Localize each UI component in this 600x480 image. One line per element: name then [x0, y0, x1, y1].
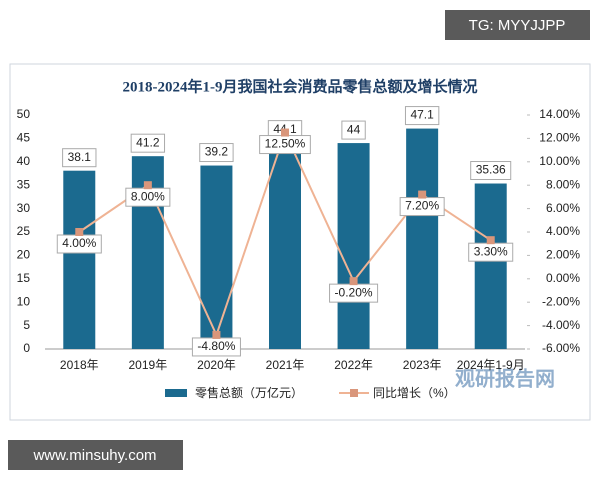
line-value-label: 3.30% — [474, 244, 508, 258]
bar-value-label-box — [470, 161, 512, 181]
line-value-label: -4.80% — [197, 339, 235, 353]
bar-value-label-box — [199, 143, 234, 163]
y-tick-label: 20 — [17, 248, 31, 262]
y2-tick-label: -2.00% — [542, 294, 580, 308]
watermark-text: TG: MYYJJPP — [469, 17, 566, 34]
y2-tick-label: 0.00% — [546, 271, 580, 285]
bar — [337, 143, 370, 349]
line-value-label-group: -4.80% — [191, 337, 241, 357]
line-marker — [281, 128, 289, 137]
line-marker — [486, 236, 495, 245]
y-tick-label: 25 — [17, 224, 31, 238]
y-tick-label: 50 — [17, 107, 31, 121]
watermark-box — [8, 440, 183, 470]
watermark-text: www.minsuhy.com — [32, 447, 156, 464]
line-value-label-group: 4.00% — [56, 234, 102, 254]
y-tick-label: 45 — [17, 131, 31, 145]
bar — [269, 142, 301, 349]
x-tick-label: 2022年 — [334, 358, 373, 372]
line-value-label-group: 3.30% — [468, 242, 514, 262]
x-tick-label: 2024年1-9月 — [457, 358, 525, 372]
bar-value-label: 44 — [347, 122, 361, 136]
watermark-box — [445, 10, 590, 40]
line-value-label: -0.20% — [335, 285, 373, 299]
y2-tick-label: 14.00% — [539, 107, 580, 121]
y2-tick-label: 12.00% — [539, 131, 580, 145]
x-tick-label: 2021年 — [266, 358, 305, 372]
bar-value-label-box — [62, 148, 97, 168]
y-tick-label: 15 — [17, 271, 31, 285]
x-tick-label: 2023年 — [403, 358, 442, 372]
y2-tick-label: 2.00% — [546, 248, 580, 262]
bar-value-label: 35.36 — [476, 163, 506, 177]
y-tick-label: 5 — [23, 318, 30, 332]
chart-title: 2018-2024年1-9月我国社会消费品零售总额及增长情况 — [123, 77, 478, 95]
y-tick-label: 0 — [23, 341, 30, 355]
line-marker — [349, 277, 358, 286]
y2-tick-label: 6.00% — [546, 201, 580, 215]
line-value-label-group: 7.20% — [399, 197, 445, 217]
bar-value-label-group: 39.2 — [199, 143, 234, 163]
bar-value-label: 39.2 — [205, 145, 229, 159]
line-value-label-group: 8.00% — [125, 187, 171, 207]
y-tick-label: 40 — [17, 154, 31, 168]
bar-value-label: 38.1 — [68, 150, 92, 164]
line-value-label-group: 12.50% — [259, 135, 311, 155]
bar-value-label-group: 41.2 — [130, 133, 166, 153]
y2-tick-label: 4.00% — [546, 224, 580, 238]
bar — [63, 170, 96, 349]
bar-value-label-group: 35.36 — [470, 161, 512, 181]
legend-swatch — [165, 389, 187, 397]
y2-tick-label: 10.00% — [539, 154, 580, 168]
bar — [406, 128, 439, 349]
line-marker — [75, 228, 84, 236]
x-tick-label: 2020年 — [197, 358, 236, 372]
bar — [474, 183, 507, 349]
line-marker — [212, 330, 221, 339]
bar-value-label-group: 44 — [341, 120, 366, 140]
legend-swatch — [350, 389, 359, 397]
bar-value-label: 47.1 — [410, 108, 434, 122]
bar-value-label-group: 47.1 — [404, 106, 440, 126]
line-value-label-group: -0.20% — [329, 283, 379, 303]
line-value-label: 12.50% — [265, 137, 306, 151]
bar-value-label-box — [130, 133, 166, 153]
line-value-label: 4.00% — [62, 236, 96, 250]
y2-tick-label: -4.00% — [542, 318, 580, 332]
line-marker — [418, 190, 427, 199]
bar-value-label: 41.2 — [136, 135, 160, 149]
legend-label: 零售总额（万亿元） — [195, 385, 303, 400]
x-tick-label: 2019年 — [129, 358, 168, 372]
y2-tick-label: -6.00% — [542, 341, 580, 355]
bar-value-label-group: 38.1 — [62, 148, 97, 168]
bar-value-label-box — [404, 106, 440, 126]
y-tick-label: 30 — [17, 201, 31, 215]
y-tick-label: 35 — [17, 177, 31, 191]
bar — [200, 165, 233, 349]
line-marker — [143, 181, 152, 190]
line-value-label: 8.00% — [131, 189, 165, 203]
line-value-label: 7.20% — [405, 199, 439, 213]
y2-tick-label: 8.00% — [546, 177, 580, 191]
x-tick-label: 2018年 — [60, 358, 99, 372]
legend-label: 同比增长（%） — [373, 386, 456, 400]
y-tick-label: 10 — [17, 294, 31, 308]
bar-value-label-box — [341, 120, 366, 140]
watermark-logo: 观研报告网 — [455, 366, 555, 390]
